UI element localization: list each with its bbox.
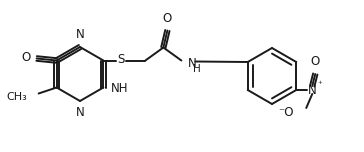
Text: O: O	[310, 55, 320, 68]
Text: ⁻O: ⁻O	[278, 107, 293, 119]
Text: O: O	[21, 51, 31, 64]
Text: H: H	[193, 64, 201, 74]
Text: ⁺: ⁺	[317, 81, 322, 90]
Text: NH: NH	[110, 82, 128, 95]
Text: S: S	[118, 53, 125, 66]
Text: O: O	[163, 12, 172, 24]
Text: N: N	[76, 107, 84, 119]
Text: N: N	[76, 29, 84, 41]
Text: CH₃: CH₃	[7, 92, 28, 102]
Text: N: N	[308, 83, 317, 97]
Text: N: N	[187, 57, 196, 70]
